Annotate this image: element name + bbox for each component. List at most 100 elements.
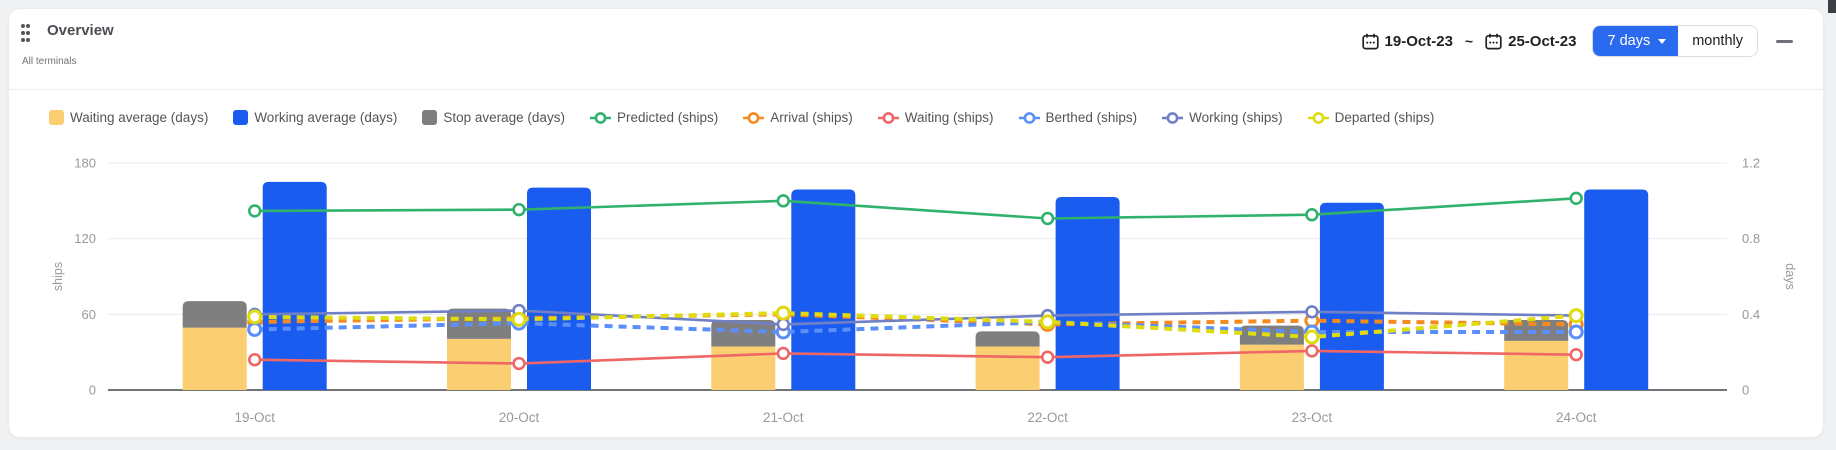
data-point-marker xyxy=(512,356,526,371)
left-axis-tick: 0 xyxy=(89,383,96,398)
data-point-marker xyxy=(775,305,791,321)
legend-label: Waiting average (days) xyxy=(70,110,209,125)
legend-item[interactable]: Departed (ships) xyxy=(1307,110,1435,125)
date-range-separator: ~ xyxy=(1464,33,1474,49)
x-axis-label: 22-Oct xyxy=(1027,410,1068,425)
minimize-button[interactable] xyxy=(1776,39,1793,43)
waiting-average-bar xyxy=(182,327,247,390)
x-axis-label: 20-Oct xyxy=(499,410,540,425)
right-axis-tick: 1.2 xyxy=(1742,156,1760,171)
data-point-marker xyxy=(511,311,527,327)
legend-bar-swatch xyxy=(49,110,64,125)
legend-label: Departed (ships) xyxy=(1334,110,1435,125)
working-average-bar xyxy=(1055,197,1120,390)
chart-legend: Waiting average (days) Working average (d… xyxy=(49,110,1434,125)
end-date[interactable]: 25-Oct-23 xyxy=(1485,33,1576,50)
calendar-icon xyxy=(1485,33,1502,49)
range-toggle-group: 7 days monthly xyxy=(1592,25,1758,57)
header-divider xyxy=(9,89,1823,90)
header-controls: 19-Oct-23 ~ 25-Oct-23 7 days xyxy=(1361,23,1793,59)
waiting-average-bar xyxy=(975,346,1040,390)
calendar-icon xyxy=(1361,33,1379,49)
data-point-marker xyxy=(247,321,263,337)
data-point-marker xyxy=(248,353,262,367)
data-point-marker xyxy=(776,317,790,332)
left-axis-tick: 60 xyxy=(82,307,96,322)
x-axis-label: 21-Oct xyxy=(763,410,804,425)
legend-bar-swatch xyxy=(422,110,438,125)
right-axis-tick: 0 xyxy=(1742,383,1749,398)
x-axis-label: 24-Oct xyxy=(1556,410,1597,425)
data-point-marker xyxy=(1568,324,1584,340)
legend-line-marker xyxy=(1162,111,1184,124)
legend-line-marker xyxy=(589,111,611,124)
legend-item[interactable]: Stop average (days) xyxy=(422,110,565,125)
legend-item[interactable]: Working (ships) xyxy=(1162,110,1283,125)
legend-item[interactable]: Working average (days) xyxy=(233,110,397,125)
legend-item[interactable]: Predicted (ships) xyxy=(589,110,719,125)
working-average-bar xyxy=(1584,189,1649,390)
legend-label: Berthed (ships) xyxy=(1045,110,1138,125)
data-point-marker xyxy=(1305,344,1319,358)
card-header: Overview All terminals 19-Oct-23 ~ xyxy=(9,9,1823,90)
predicted-ships-line xyxy=(254,197,1577,220)
chevron-down-icon xyxy=(1658,38,1667,44)
legend-item[interactable]: Waiting (ships) xyxy=(877,110,994,125)
stop-average-bar xyxy=(975,331,1040,347)
data-point-marker xyxy=(776,346,790,361)
legend-label: Working (ships) xyxy=(1189,110,1283,125)
legend-label: Arrival (ships) xyxy=(770,110,853,125)
legend-label: Predicted (ships) xyxy=(616,110,719,125)
departed-ships-line xyxy=(254,311,1577,340)
page-title: Overview xyxy=(47,22,114,39)
data-point-marker xyxy=(512,202,526,217)
data-point-marker xyxy=(1040,211,1055,226)
data-point-marker xyxy=(1568,308,1584,324)
legend-item[interactable]: Berthed (ships) xyxy=(1018,110,1138,125)
left-axis-tick: 120 xyxy=(74,231,96,246)
waiting-average-bar xyxy=(1504,340,1569,390)
legend-label: Stop average (days) xyxy=(443,110,565,125)
data-point-marker xyxy=(248,204,262,218)
data-point-marker xyxy=(1040,350,1055,364)
working-ships-line xyxy=(254,309,1577,326)
waiting-ships-line xyxy=(254,349,1577,365)
legend-item[interactable]: Arrival (ships) xyxy=(743,110,853,125)
legend-line-marker xyxy=(877,111,899,124)
legend-label: Waiting (ships) xyxy=(904,110,994,125)
data-point-marker xyxy=(1304,329,1320,345)
right-axis-tick: 0.4 xyxy=(1742,307,1760,322)
data-point-marker xyxy=(247,309,263,325)
working-average-bar xyxy=(527,187,591,390)
stop-average-bar xyxy=(711,320,776,347)
data-point-marker xyxy=(1305,305,1319,319)
x-axis-label: 19-Oct xyxy=(234,410,275,425)
data-point-marker xyxy=(1040,314,1056,330)
right-axis-tick: 0.8 xyxy=(1742,231,1760,246)
monthly-button[interactable]: monthly xyxy=(1678,26,1757,56)
drag-handle-icon[interactable] xyxy=(21,24,31,45)
start-date[interactable]: 19-Oct-23 xyxy=(1361,33,1453,50)
legend-label: Working average (days) xyxy=(254,110,398,125)
terminal-scope-label: All terminals xyxy=(22,56,77,67)
working-average-bar xyxy=(262,181,327,390)
range-dropdown-button[interactable]: 7 days xyxy=(1593,26,1679,56)
working-average-bar xyxy=(1319,202,1384,390)
data-point-marker xyxy=(776,194,790,208)
data-point-marker xyxy=(1305,208,1319,222)
left-axis-tick: 180 xyxy=(74,156,96,171)
stop-average-bar xyxy=(182,301,247,328)
legend-line-marker xyxy=(1307,111,1329,124)
legend-item[interactable]: Waiting average (days) xyxy=(49,110,208,125)
scrollbar-fragment xyxy=(1828,0,1836,13)
x-axis-label: 23-Oct xyxy=(1292,410,1333,425)
legend-bar-swatch xyxy=(233,110,249,125)
data-point-marker xyxy=(1569,347,1583,362)
legend-line-marker xyxy=(1018,111,1040,124)
berthed-ships-line xyxy=(254,319,1577,334)
legend-line-marker xyxy=(743,111,765,124)
data-point-marker xyxy=(1569,191,1583,206)
working-average-bar xyxy=(791,189,856,390)
